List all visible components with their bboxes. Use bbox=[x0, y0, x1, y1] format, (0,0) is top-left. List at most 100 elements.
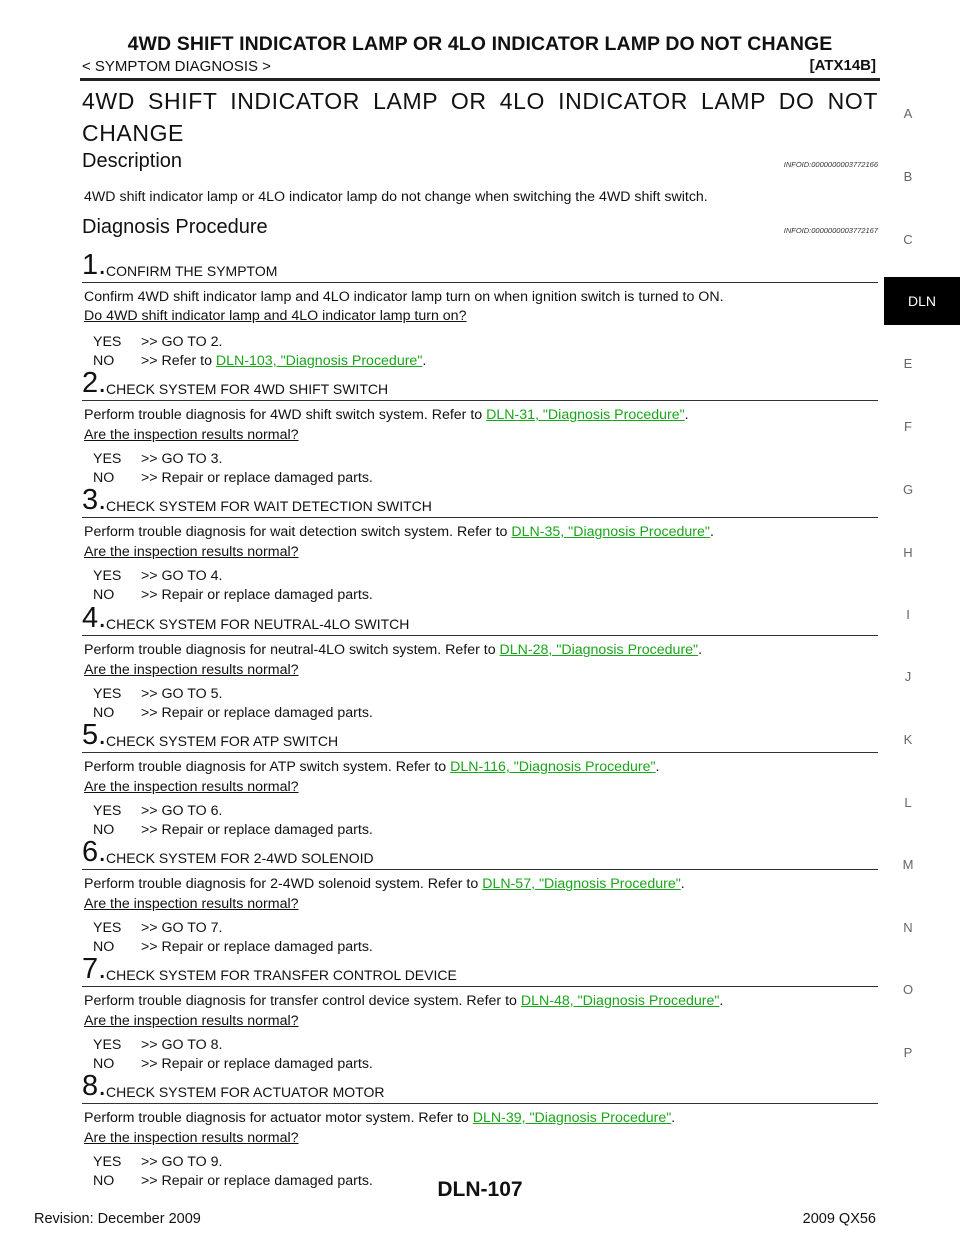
answer-no: NO >> Refer to DLN-103, "Diagnosis Proced… bbox=[93, 353, 427, 369]
index-tab-j[interactable]: J bbox=[904, 669, 912, 684]
step-number: 6. bbox=[82, 836, 107, 868]
link-dln-28[interactable]: DLN-28, "Diagnosis Procedure" bbox=[499, 642, 699, 658]
step-number: 5. bbox=[82, 719, 107, 751]
step-3-answers: YES >> GO TO 4. NO >> Repair or replace da… bbox=[93, 567, 373, 605]
step-3-heading: 3. CHECK SYSTEM FOR WAIT DETECTION SWITC… bbox=[82, 484, 878, 518]
step-5-answers: YES >> GO TO 6. NO >> Repair or replace da… bbox=[93, 802, 373, 840]
step-6-answers: YES >> GO TO 7. NO >> Repair or replace da… bbox=[93, 919, 373, 957]
step-title: CHECK SYSTEM FOR 4WD SHIFT SWITCH bbox=[106, 381, 389, 397]
step-4-question: Are the inspection results normal? bbox=[84, 662, 299, 678]
index-tab-m[interactable]: M bbox=[902, 857, 914, 872]
answer-no: NO >> Repair or replace damaged parts. bbox=[93, 939, 373, 955]
index-tab-e[interactable]: E bbox=[903, 356, 913, 371]
index-tab-i[interactable]: I bbox=[906, 607, 910, 622]
link-dln-103[interactable]: DLN-103, "Diagnosis Procedure" bbox=[215, 353, 423, 369]
answer-no: NO >> Repair or replace damaged parts. bbox=[93, 587, 373, 603]
answer-yes: YES >> GO TO 8. bbox=[93, 1037, 223, 1053]
step-8-body: Perform trouble diagnosis for actuator m… bbox=[84, 1110, 676, 1126]
step-3-question: Are the inspection results normal? bbox=[84, 544, 299, 560]
step-1-answers: YES >> GO TO 2. NO >> Refer to DLN-103, "D… bbox=[93, 333, 426, 371]
step-7-body: Perform trouble diagnosis for transfer c… bbox=[84, 993, 724, 1009]
step-2-question: Are the inspection results normal? bbox=[84, 427, 299, 443]
revision-date: Revision: December 2009 bbox=[34, 1211, 201, 1227]
link-dln-35[interactable]: DLN-35, "Diagnosis Procedure" bbox=[511, 524, 710, 540]
step-1-body: Confirm 4WD shift indicator lamp and 4LO… bbox=[84, 289, 724, 305]
step-5-heading: 5. CHECK SYSTEM FOR ATP SWITCH bbox=[82, 719, 878, 753]
index-tab-p[interactable]: P bbox=[903, 1045, 913, 1060]
index-tab-g[interactable]: G bbox=[902, 482, 914, 497]
step-4-answers: YES >> GO TO 5. NO >> Repair or replace da… bbox=[93, 685, 373, 723]
step-8-heading: 8. CHECK SYSTEM FOR ACTUATOR MOTOR bbox=[82, 1070, 878, 1104]
description-heading: Description bbox=[82, 150, 183, 172]
index-tab-h[interactable]: H bbox=[903, 545, 913, 560]
step-7-question: Are the inspection results normal? bbox=[84, 1013, 299, 1029]
description-infoid: INFOID:0000000003772166 bbox=[783, 160, 878, 169]
step-title: CONFIRM THE SYMPTOM bbox=[106, 263, 278, 279]
answer-yes: YES >> GO TO 7. bbox=[93, 920, 223, 936]
link-dln-39[interactable]: DLN-39, "Diagnosis Procedure" bbox=[472, 1110, 672, 1126]
step-6-body: Perform trouble diagnosis for 2-4WD sole… bbox=[84, 876, 685, 892]
step-number: 2. bbox=[82, 367, 107, 399]
step-number: 1. bbox=[82, 249, 107, 281]
answer-yes: YES >> GO TO 3. bbox=[93, 451, 223, 467]
answer-yes: YES >> GO TO 6. bbox=[93, 803, 223, 819]
step-title: CHECK SYSTEM FOR ACTUATOR MOTOR bbox=[106, 1084, 385, 1100]
step-3-body: Perform trouble diagnosis for wait detec… bbox=[84, 524, 714, 540]
index-tab-b[interactable]: B bbox=[903, 169, 913, 184]
step-title: CHECK SYSTEM FOR NEUTRAL-4LO SWITCH bbox=[106, 616, 410, 632]
running-header-title: 4WD SHIFT INDICATOR LAMP OR 4LO INDICATO… bbox=[127, 33, 833, 55]
step-title: CHECK SYSTEM FOR ATP SWITCH bbox=[106, 733, 339, 749]
step-5-question: Are the inspection results normal? bbox=[84, 779, 299, 795]
index-tab-dln-active[interactable]: DLN bbox=[884, 277, 960, 325]
step-number: 4. bbox=[82, 602, 107, 634]
answer-no: NO >> Repair or replace damaged parts. bbox=[93, 822, 373, 838]
answer-no: NO >> Repair or replace damaged parts. bbox=[93, 705, 373, 721]
answer-no: NO >> Repair or replace damaged parts. bbox=[93, 1056, 373, 1072]
step-8-question: Are the inspection results normal? bbox=[84, 1130, 299, 1146]
link-dln-57[interactable]: DLN-57, "Diagnosis Procedure" bbox=[482, 876, 681, 892]
step-title: CHECK SYSTEM FOR TRANSFER CONTROL DEVICE bbox=[106, 967, 457, 983]
step-2-answers: YES >> GO TO 3. NO >> Repair or replace da… bbox=[93, 450, 373, 488]
step-4-body: Perform trouble diagnosis for neutral-4L… bbox=[84, 642, 703, 658]
link-dln-31[interactable]: DLN-31, "Diagnosis Procedure" bbox=[486, 407, 685, 423]
step-title: CHECK SYSTEM FOR WAIT DETECTION SWITCH bbox=[106, 498, 432, 514]
header-rule bbox=[80, 78, 880, 81]
running-header-section: < SYMPTOM DIAGNOSIS > bbox=[82, 58, 271, 75]
step-4-heading: 4. CHECK SYSTEM FOR NEUTRAL-4LO SWITCH bbox=[82, 602, 878, 636]
index-tab-n[interactable]: N bbox=[903, 920, 913, 935]
index-tab-c[interactable]: C bbox=[903, 232, 913, 247]
step-2-body: Perform trouble diagnosis for 4WD shift … bbox=[84, 407, 689, 423]
step-5-body: Perform trouble diagnosis for ATP switch… bbox=[84, 759, 660, 775]
index-tab-f[interactable]: F bbox=[904, 419, 912, 434]
answer-yes: YES >> GO TO 9. bbox=[93, 1154, 223, 1170]
step-8-answers: YES >> GO TO 9. NO >> Repair or replace da… bbox=[93, 1153, 373, 1191]
model-year: 2009 QX56 bbox=[802, 1211, 876, 1227]
link-dln-48[interactable]: DLN-48, "Diagnosis Procedure" bbox=[520, 993, 720, 1009]
step-2-heading: 2. CHECK SYSTEM FOR 4WD SHIFT SWITCH bbox=[82, 367, 878, 401]
step-number: 7. bbox=[82, 953, 107, 985]
description-text: 4WD shift indicator lamp or 4LO indicato… bbox=[84, 189, 708, 205]
index-tab-o[interactable]: O bbox=[902, 982, 914, 997]
answer-no: NO >> Repair or replace damaged parts. bbox=[93, 470, 373, 486]
link-dln-116[interactable]: DLN-116, "Diagnosis Procedure" bbox=[450, 759, 656, 775]
index-tab-k[interactable]: K bbox=[903, 732, 913, 747]
answer-yes: YES >> GO TO 2. bbox=[93, 334, 223, 350]
page-title: 4WD SHIFT INDICATOR LAMP OR 4LO INDICATO… bbox=[82, 88, 878, 146]
step-1-question: Do 4WD shift indicator lamp and 4LO indi… bbox=[84, 308, 467, 324]
step-7-heading: 7. CHECK SYSTEM FOR TRANSFER CONTROL DEV… bbox=[82, 953, 878, 987]
step-title: CHECK SYSTEM FOR 2-4WD SOLENOID bbox=[106, 850, 374, 866]
answer-yes: YES >> GO TO 5. bbox=[93, 686, 223, 702]
index-tab-l[interactable]: L bbox=[904, 795, 912, 810]
page-number: DLN-107 bbox=[437, 1178, 523, 1201]
step-1-heading: 1. CONFIRM THE SYMPTOM bbox=[82, 249, 878, 283]
procedure-infoid: INFOID:0000000003772167 bbox=[783, 226, 878, 235]
step-6-question: Are the inspection results normal? bbox=[84, 896, 299, 912]
running-header-code: [ATX14B] bbox=[809, 57, 876, 74]
index-tab-a[interactable]: A bbox=[903, 106, 913, 121]
step-7-answers: YES >> GO TO 8. NO >> Repair or replace da… bbox=[93, 1036, 373, 1074]
step-number: 8. bbox=[82, 1070, 107, 1102]
step-number: 3. bbox=[82, 484, 107, 516]
answer-yes: YES >> GO TO 4. bbox=[93, 568, 223, 584]
step-6-heading: 6. CHECK SYSTEM FOR 2-4WD SOLENOID bbox=[82, 836, 878, 870]
